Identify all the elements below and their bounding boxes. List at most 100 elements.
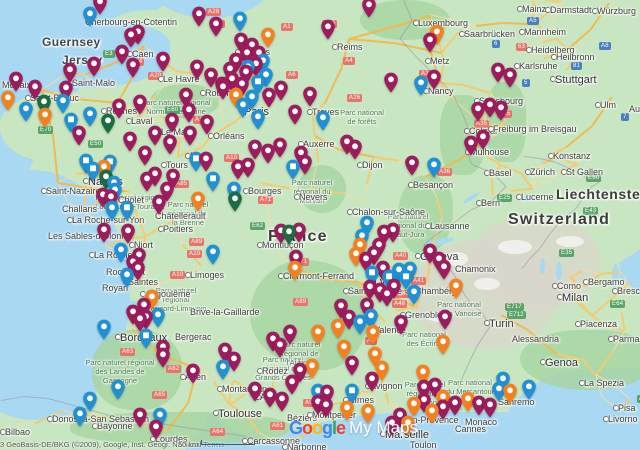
map-marker-pin[interactable] (83, 6, 98, 27)
map-marker-pin[interactable] (83, 106, 98, 127)
map-marker-pin[interactable] (227, 351, 242, 372)
map-marker-pin[interactable] (449, 278, 464, 299)
map-marker-pin[interactable] (186, 363, 201, 384)
map-marker-pin[interactable] (200, 114, 215, 135)
map-marker-pin[interactable] (483, 397, 498, 418)
map-marker-pin[interactable] (112, 98, 127, 119)
map-marker-pin[interactable] (190, 59, 205, 80)
map-marker-pin[interactable] (385, 415, 400, 436)
map-marker-pin[interactable] (427, 69, 442, 90)
map-marker-pin[interactable] (179, 87, 194, 108)
map-marker-pin[interactable] (97, 222, 112, 243)
map-marker-pin[interactable] (368, 346, 383, 367)
map-marker-pin[interactable] (131, 260, 146, 281)
map-marker-pin[interactable] (380, 286, 395, 307)
map-marker-pin[interactable] (471, 101, 486, 122)
map-marker-pin[interactable] (348, 139, 363, 160)
map-marker-pin[interactable] (263, 387, 278, 408)
map-marker-pin[interactable] (261, 27, 276, 48)
google-my-maps-logo[interactable]: Google My Maps (289, 417, 418, 439)
map-marker-pin[interactable] (261, 143, 276, 164)
map-marker-pin[interactable] (204, 67, 219, 88)
map-marker-pin[interactable] (192, 6, 207, 27)
map-marker-pin[interactable] (231, 159, 246, 180)
map-marker-pin[interactable] (363, 279, 378, 300)
map-marker-pin[interactable] (316, 110, 331, 131)
map-marker-pin[interactable] (321, 19, 336, 40)
map-marker-pin[interactable] (228, 191, 243, 212)
map-marker-pin[interactable] (286, 159, 301, 180)
map-marker-pin[interactable] (275, 391, 290, 412)
map-marker-pin[interactable] (282, 224, 297, 245)
map-marker-pin[interactable] (401, 415, 416, 436)
map-marker-pin[interactable] (361, 403, 376, 424)
map-marker-pin[interactable] (345, 355, 360, 376)
map-marker-pin[interactable] (337, 339, 352, 360)
map-marker-pin[interactable] (133, 311, 148, 332)
map-marker-pin[interactable] (152, 194, 167, 215)
map-marker-pin[interactable] (423, 32, 438, 53)
map-marker-pin[interactable] (273, 137, 288, 158)
map-marker-pin[interactable] (248, 139, 263, 160)
map-marker-pin[interactable] (340, 400, 355, 421)
map-marker-pin[interactable] (124, 27, 139, 48)
map-marker-pin[interactable] (93, 0, 108, 15)
map-marker-pin[interactable] (427, 157, 442, 178)
map-marker-pin[interactable] (120, 200, 135, 221)
map-marker-pin[interactable] (311, 324, 326, 345)
map-marker-pin[interactable] (105, 200, 120, 221)
map-marker-pin[interactable] (476, 129, 491, 150)
map-marker-pin[interactable] (165, 112, 180, 133)
map-marker-pin[interactable] (384, 72, 399, 93)
map-marker-pin[interactable] (121, 223, 136, 244)
map-marker-pin[interactable] (139, 328, 154, 349)
map-marker-pin[interactable] (262, 87, 277, 108)
map-marker-pin[interactable] (163, 134, 178, 155)
map-marker-pin[interactable] (522, 379, 537, 400)
map-marker-pin[interactable] (28, 79, 43, 100)
map-marker-pin[interactable] (288, 104, 303, 125)
map-marker-pin[interactable] (464, 135, 479, 156)
map-marker-pin[interactable] (149, 419, 164, 440)
map-marker-pin[interactable] (365, 371, 380, 392)
map-marker-pin[interactable] (483, 97, 498, 118)
map-marker-pin[interactable] (364, 308, 379, 329)
map-marker-pin[interactable] (472, 395, 487, 416)
map-marker-pin[interactable] (353, 314, 368, 335)
map-marker-pin[interactable] (491, 62, 506, 83)
map-marker-pin[interactable] (437, 259, 452, 280)
map-marker-pin[interactable] (38, 107, 53, 128)
map-marker-pin[interactable] (216, 359, 231, 380)
map-marker-pin[interactable] (72, 125, 87, 146)
map-marker-pin[interactable] (331, 318, 346, 339)
map-marker-pin[interactable] (56, 93, 71, 114)
map-marker-pin[interactable] (366, 324, 381, 345)
map-marker-pin[interactable] (503, 383, 518, 404)
map-marker-pin[interactable] (273, 337, 288, 358)
map-marker-pin[interactable] (114, 242, 129, 263)
map-marker-pin[interactable] (492, 381, 507, 402)
map-marker-pin[interactable] (87, 56, 102, 77)
map-marker-pin[interactable] (189, 151, 204, 172)
map-marker-pin[interactable] (283, 324, 298, 345)
map-marker-pin[interactable] (133, 94, 148, 115)
map-marker-pin[interactable] (248, 381, 263, 402)
map-marker-pin[interactable] (216, 79, 231, 100)
map-marker-pin[interactable] (191, 191, 206, 212)
map-marker-pin[interactable] (83, 391, 98, 412)
map-marker-pin[interactable] (138, 145, 153, 166)
map-marker-pin[interactable] (199, 151, 214, 172)
map-marker-pin[interactable] (86, 161, 101, 182)
map-marker-pin[interactable] (461, 391, 476, 412)
map-marker-pin[interactable] (97, 319, 112, 340)
map-marker-pin[interactable] (115, 44, 130, 65)
map-marker-pin[interactable] (448, 395, 463, 416)
map-marker-pin[interactable] (438, 309, 453, 330)
map-marker-pin[interactable] (494, 100, 509, 121)
map-marker-pin[interactable] (1, 90, 16, 111)
map-marker-pin[interactable] (416, 364, 431, 385)
map-marker-pin[interactable] (209, 16, 224, 37)
map-marker-pin[interactable] (156, 347, 171, 368)
map-marker-pin[interactable] (251, 109, 266, 130)
